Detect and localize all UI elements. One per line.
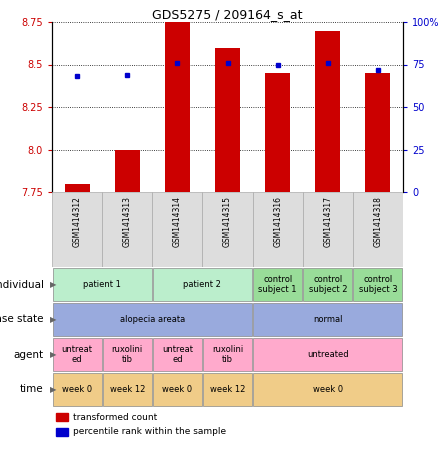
Text: agent: agent (14, 350, 44, 360)
Text: untreat
ed: untreat ed (62, 345, 92, 364)
Bar (153, 338, 202, 371)
Text: patient 2: patient 2 (184, 280, 221, 289)
Text: disease state: disease state (0, 314, 44, 324)
Bar (153, 268, 252, 301)
Bar (253, 338, 403, 371)
Text: untreated: untreated (307, 350, 349, 359)
Text: week 0: week 0 (162, 385, 192, 394)
Bar (115, 149, 140, 192)
Text: GSM1414312: GSM1414312 (73, 196, 81, 246)
Title: GDS5275 / 209164_s_at: GDS5275 / 209164_s_at (152, 8, 303, 21)
Text: GSM1414315: GSM1414315 (223, 196, 232, 247)
Bar (165, 22, 190, 192)
Bar (215, 48, 240, 192)
Text: untreat
ed: untreat ed (162, 345, 193, 364)
Bar (53, 303, 252, 336)
Bar (52, 192, 102, 267)
Text: patient 1: patient 1 (83, 280, 121, 289)
Text: week 12: week 12 (210, 385, 245, 394)
Text: percentile rank within the sample: percentile rank within the sample (73, 428, 226, 436)
Text: ▶: ▶ (50, 350, 57, 359)
Text: transformed count: transformed count (73, 413, 157, 422)
Bar (253, 192, 303, 267)
Bar (102, 338, 152, 371)
Bar (303, 192, 353, 267)
Bar (56, 428, 68, 436)
Text: GSM1414318: GSM1414318 (374, 196, 382, 246)
Text: control
subject 3: control subject 3 (359, 275, 397, 294)
Text: control
subject 1: control subject 1 (258, 275, 297, 294)
Bar (253, 268, 302, 301)
Text: GSM1414313: GSM1414313 (123, 196, 132, 247)
Bar (365, 73, 390, 192)
Bar (153, 373, 202, 406)
Text: control
subject 2: control subject 2 (308, 275, 347, 294)
Text: individual: individual (0, 280, 44, 289)
Bar (53, 268, 152, 301)
Bar (303, 268, 352, 301)
Bar (102, 373, 152, 406)
Text: GSM1414314: GSM1414314 (173, 196, 182, 247)
Text: week 0: week 0 (62, 385, 92, 394)
Bar (353, 192, 403, 267)
Bar (265, 73, 290, 192)
Text: ▶: ▶ (50, 315, 57, 324)
Text: week 12: week 12 (110, 385, 145, 394)
Text: alopecia areata: alopecia areata (120, 315, 185, 324)
Text: week 0: week 0 (313, 385, 343, 394)
Bar (53, 373, 102, 406)
Text: ▶: ▶ (50, 385, 57, 394)
Bar (53, 338, 102, 371)
Text: ruxolini
tib: ruxolini tib (212, 345, 243, 364)
Text: ▶: ▶ (50, 280, 57, 289)
Bar (102, 192, 152, 267)
Bar (253, 373, 403, 406)
Text: time: time (20, 385, 44, 395)
Bar (203, 373, 252, 406)
Text: ruxolini
tib: ruxolini tib (112, 345, 143, 364)
Bar (202, 192, 253, 267)
Text: normal: normal (313, 315, 343, 324)
Text: GSM1414316: GSM1414316 (273, 196, 282, 247)
Bar (253, 303, 403, 336)
Bar (353, 268, 403, 301)
Bar (315, 30, 340, 192)
Bar (64, 183, 90, 192)
Text: GSM1414317: GSM1414317 (323, 196, 332, 247)
Bar (203, 338, 252, 371)
Bar (56, 414, 68, 421)
Bar (152, 192, 202, 267)
